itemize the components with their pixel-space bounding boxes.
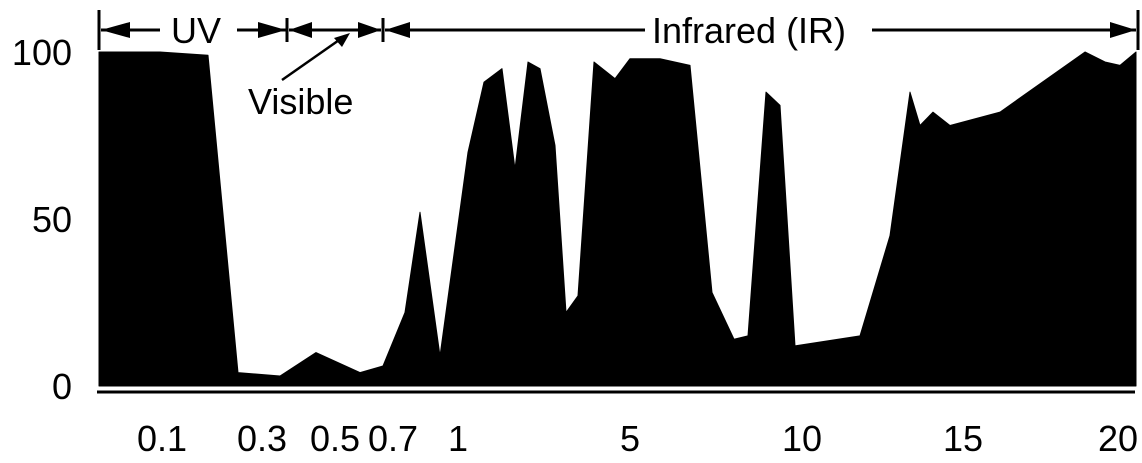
x-tick-label: 20 — [1098, 418, 1138, 459]
x-tick-label: 0.7 — [368, 418, 418, 459]
x-tick-label: 10 — [782, 418, 822, 459]
arrow-visible-left — [289, 22, 312, 38]
absorption-area — [98, 51, 1137, 387]
band-label-uv: UV — [171, 10, 221, 51]
y-tick-label: 0 — [52, 366, 72, 407]
band-label-visible: Visible — [248, 81, 353, 122]
arrow-visible-right — [358, 22, 381, 38]
arrow-ir-left — [385, 22, 410, 38]
x-tick-labels: 0.1 0.3 0.5 0.7 1 5 10 15 20 — [137, 418, 1138, 459]
x-tick-label: 15 — [943, 418, 983, 459]
arrow-uv-left — [101, 22, 130, 38]
y-tick-label: 100 — [12, 32, 72, 73]
visible-pointer-arrowhead — [334, 33, 350, 47]
band-label-infrared: Infrared (IR) — [652, 10, 846, 51]
absorption-area-layer — [98, 51, 1137, 387]
arrow-ir-right — [1110, 22, 1136, 38]
visible-pointer-line — [281, 36, 343, 82]
y-tick-label: 50 — [32, 199, 72, 240]
y-tick-labels: 0 50 100 — [12, 32, 72, 407]
x-tick-label: 0.1 — [137, 418, 187, 459]
spectral-band-annotations: UV Visible Infrared (IR) — [97, 10, 1140, 122]
x-tick-label: 0.3 — [237, 418, 287, 459]
x-tick-label: 0.5 — [310, 418, 360, 459]
x-tick-label: 1 — [448, 418, 468, 459]
x-tick-label: 5 — [620, 418, 640, 459]
arrow-uv-right — [258, 22, 286, 38]
